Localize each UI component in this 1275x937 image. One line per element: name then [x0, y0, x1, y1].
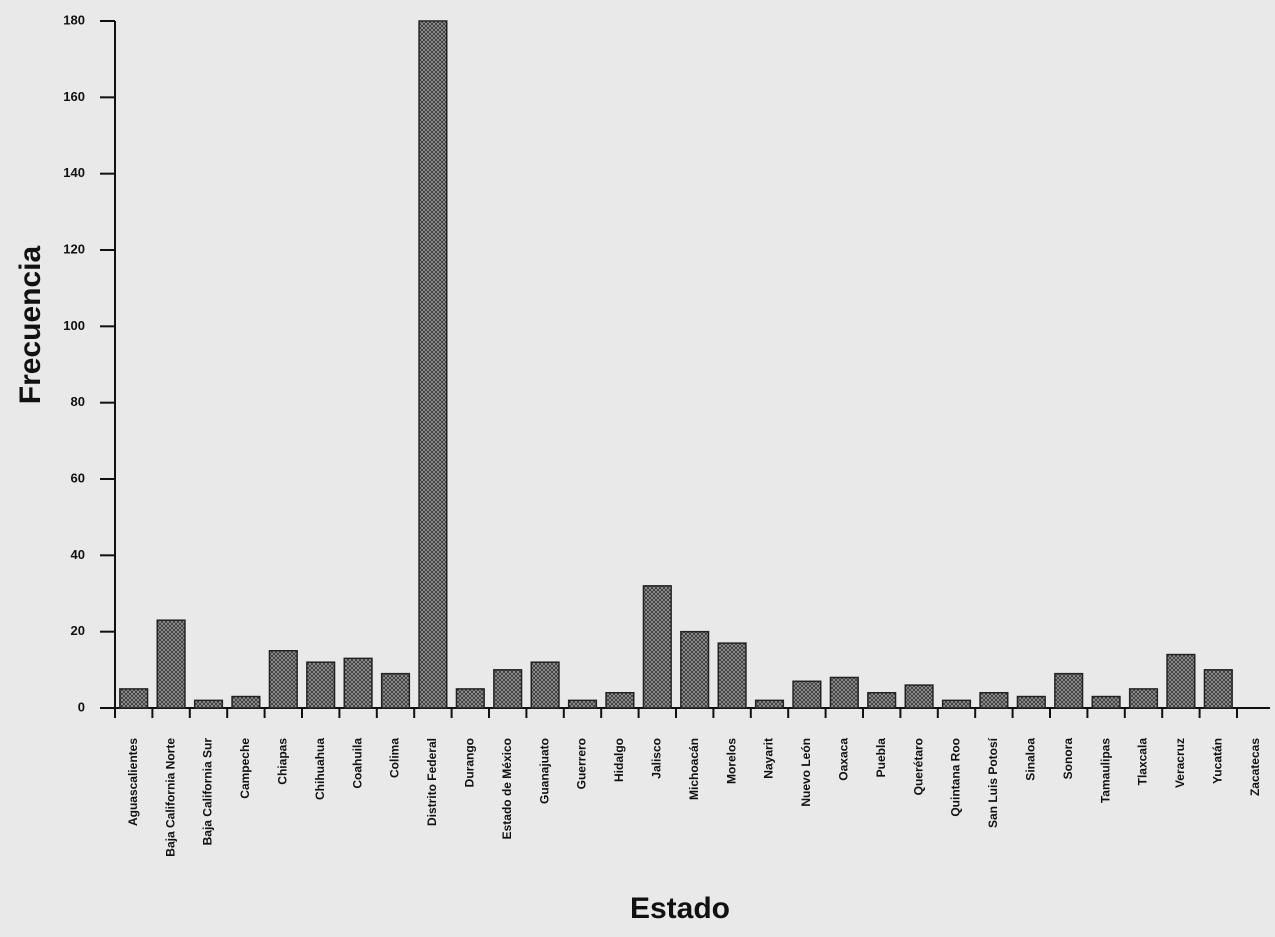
y-tick-label: 40	[71, 547, 85, 562]
bar	[754, 699, 785, 709]
x-tick-label: Oaxaca	[836, 738, 850, 781]
x-tick-label: Puebla	[874, 738, 888, 778]
bar	[567, 699, 598, 709]
x-tick-label: Nayarit	[762, 738, 776, 779]
bar	[979, 691, 1009, 709]
y-tick-label: 20	[71, 623, 85, 638]
x-tick-label: Aguascalientes	[126, 738, 140, 826]
x-tick-label: Tamaulipas	[1098, 738, 1112, 803]
x-tick-label: Coahuila	[350, 738, 364, 789]
bar	[530, 661, 560, 709]
bar	[904, 684, 934, 709]
y-tick-label: 0	[78, 699, 85, 714]
y-tick-label: 80	[71, 394, 85, 409]
x-tick-label: Distrito Federal	[425, 738, 439, 826]
bar	[231, 695, 261, 709]
bar	[717, 642, 747, 709]
y-tick-label: 160	[63, 89, 85, 104]
y-tick-label: 100	[63, 318, 85, 333]
x-tick-label: Baja California Norte	[163, 738, 177, 857]
bar	[867, 691, 897, 709]
bar	[119, 688, 149, 709]
x-tick-label: Baja California Sur	[201, 738, 215, 846]
x-tick-label: Quintana Roo	[949, 738, 963, 817]
bar	[156, 619, 186, 709]
x-tick-label: Querétaro	[911, 738, 925, 795]
y-axis-title: Frecuencia	[14, 245, 47, 404]
bar	[1203, 669, 1233, 709]
y-tick-label: 120	[63, 241, 85, 256]
bar	[1054, 672, 1084, 709]
x-tick-label: Nuevo León	[799, 738, 813, 807]
bar	[792, 680, 822, 709]
bar	[605, 691, 635, 709]
bar	[455, 688, 485, 709]
y-tick-label: 180	[63, 12, 85, 27]
x-tick-label: Sonora	[1061, 738, 1075, 780]
x-tick-label: Hidalgo	[612, 738, 626, 782]
x-tick-label: Tlaxcala	[1136, 738, 1150, 786]
bar	[380, 672, 411, 709]
x-tick-label: Veracruz	[1173, 738, 1187, 788]
x-tick-label: Zacatecas	[1248, 738, 1262, 796]
bar	[941, 699, 972, 709]
x-tick-label: Michoacán	[687, 738, 701, 800]
bar	[680, 630, 710, 709]
x-tick-label: Chihuahua	[313, 738, 327, 800]
x-tick-label: Colima	[388, 738, 402, 778]
x-tick-label: Campeche	[238, 738, 252, 799]
x-tick-label: Guanajuato	[537, 738, 551, 804]
y-tick-label: 140	[63, 165, 85, 180]
x-tick-label: Chiapas	[275, 738, 289, 785]
bar	[1016, 695, 1046, 709]
x-tick-label: San Luis Potosí	[986, 737, 1000, 828]
bar	[418, 20, 448, 709]
bar	[268, 650, 298, 709]
bar	[306, 661, 336, 709]
bar	[193, 699, 224, 709]
bar	[1166, 653, 1196, 709]
x-tick-label: Estado de México	[500, 738, 514, 839]
bar	[343, 657, 373, 709]
x-tick-label: Guerrero	[575, 738, 589, 789]
x-tick-label: Sinaloa	[1023, 738, 1037, 781]
x-tick-label: Jalisco	[649, 738, 663, 779]
x-tick-label: Yucatán	[1210, 738, 1224, 784]
x-tick-label: Morelos	[724, 738, 738, 784]
y-tick-label: 60	[71, 470, 85, 485]
bar	[493, 669, 523, 709]
bar	[829, 676, 859, 709]
bar	[1128, 688, 1159, 709]
bar	[642, 585, 672, 709]
bar	[1091, 695, 1121, 709]
x-tick-label: Durango	[462, 738, 476, 787]
x-axis-title: Estado	[630, 892, 730, 925]
